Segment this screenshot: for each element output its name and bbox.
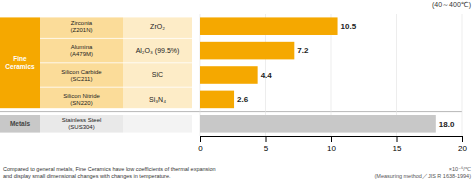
x-axis: 0 5 10 15 20 — [198, 136, 467, 153]
text-line: (40～400℃) — [432, 1, 471, 9]
text-line: Silicon Carbide — [61, 69, 102, 75]
group-separator — [0, 111, 462, 112]
text-line: and display small dimensional changes wi… — [3, 173, 171, 179]
tick-label: 5 — [264, 144, 269, 153]
text-line: Compared to general metals, Fine Ceramic… — [3, 166, 216, 172]
text-line: Alumina — [71, 44, 93, 50]
data-label: 2.6 — [237, 95, 249, 104]
group-label: Metals — [10, 120, 31, 127]
tick-label: 20 — [458, 144, 467, 153]
data-label: 18.0 — [439, 120, 455, 129]
text-line: (Z201N) — [70, 27, 92, 33]
text-line: (SN220) — [70, 100, 92, 106]
formula-label: ZrO₂ — [150, 23, 165, 30]
tick: 10 — [327, 136, 336, 153]
text-line: (SUS304) — [68, 124, 94, 130]
data-label: 7.2 — [297, 46, 309, 55]
text-line: ×10⁻⁶/℃ — [449, 166, 471, 172]
category-label: Silicon Carbide(SC211) — [61, 69, 102, 82]
category-label: Silicon Nitride(SN220) — [63, 93, 100, 106]
bar — [200, 115, 436, 133]
tick-mark — [331, 136, 332, 142]
data-labels: 10.5 7.2 4.4 2.6 18.0 — [237, 22, 455, 129]
bar — [200, 42, 294, 60]
category-cell — [40, 115, 123, 133]
text-line: Silicon Nitride — [63, 93, 100, 99]
category-label: Alumina(A479M) — [70, 44, 93, 57]
category-label: Zirconia(Z201N) — [70, 20, 92, 33]
tick-mark — [200, 136, 201, 142]
group-cell — [0, 17, 40, 108]
row-divider — [40, 87, 192, 88]
tick: 20 — [458, 136, 467, 153]
text-line: Ceramics — [5, 63, 35, 70]
tick: 15 — [393, 136, 402, 153]
axis-line — [201, 137, 463, 143]
tick: 5 — [264, 136, 269, 153]
data-label: 10.5 — [341, 22, 357, 31]
bar — [200, 66, 258, 84]
formula-label: Al₂O₃ (99.5%) — [136, 47, 180, 55]
text-line: (Measuring method／JIS R 1638-1994) — [375, 173, 472, 180]
grid-line — [462, 14, 463, 136]
bar — [200, 17, 338, 35]
group-cell — [0, 115, 40, 133]
bars — [200, 17, 436, 132]
text-line: Fine — [13, 55, 27, 62]
category-label: Stainless Steel(SUS304) — [62, 117, 102, 130]
text-line: (A479M) — [70, 51, 93, 57]
tick-mark — [397, 136, 398, 142]
text-line: (SC211) — [71, 76, 93, 82]
row-divider — [40, 38, 192, 39]
tick-label: 15 — [393, 144, 402, 153]
text-line: Zirconia — [71, 20, 93, 26]
tick-mark — [266, 136, 267, 142]
data-label: 4.4 — [261, 71, 273, 80]
annotation: (40～400℃) — [432, 1, 471, 9]
formula-label: Si₃N₄ — [149, 96, 166, 103]
chart: FineCeramics Metals Zirconia(Z201N) ZrO₂ Alu… — [0, 0, 474, 181]
tick-mark — [462, 136, 463, 142]
formula-label: SiC — [152, 71, 163, 78]
text-line: Metals — [10, 120, 31, 127]
annotation: ×10⁻⁶/℃(Measuring method／JIS R 1638-1994… — [375, 166, 472, 180]
group-label: FineCeramics — [5, 55, 35, 70]
bar — [200, 91, 234, 109]
grid — [200, 14, 462, 136]
tick: 0 — [198, 136, 203, 153]
formula-cell — [123, 115, 192, 133]
row-divider — [40, 62, 192, 63]
tick-label: 10 — [327, 144, 336, 153]
tick-label: 0 — [198, 144, 203, 153]
text-line: Stainless Steel — [62, 117, 102, 123]
annotation: Compared to general metals, Fine Ceramic… — [3, 166, 216, 179]
label-panel: FineCeramics Metals Zirconia(Z201N) ZrO₂ Alu… — [0, 17, 192, 132]
